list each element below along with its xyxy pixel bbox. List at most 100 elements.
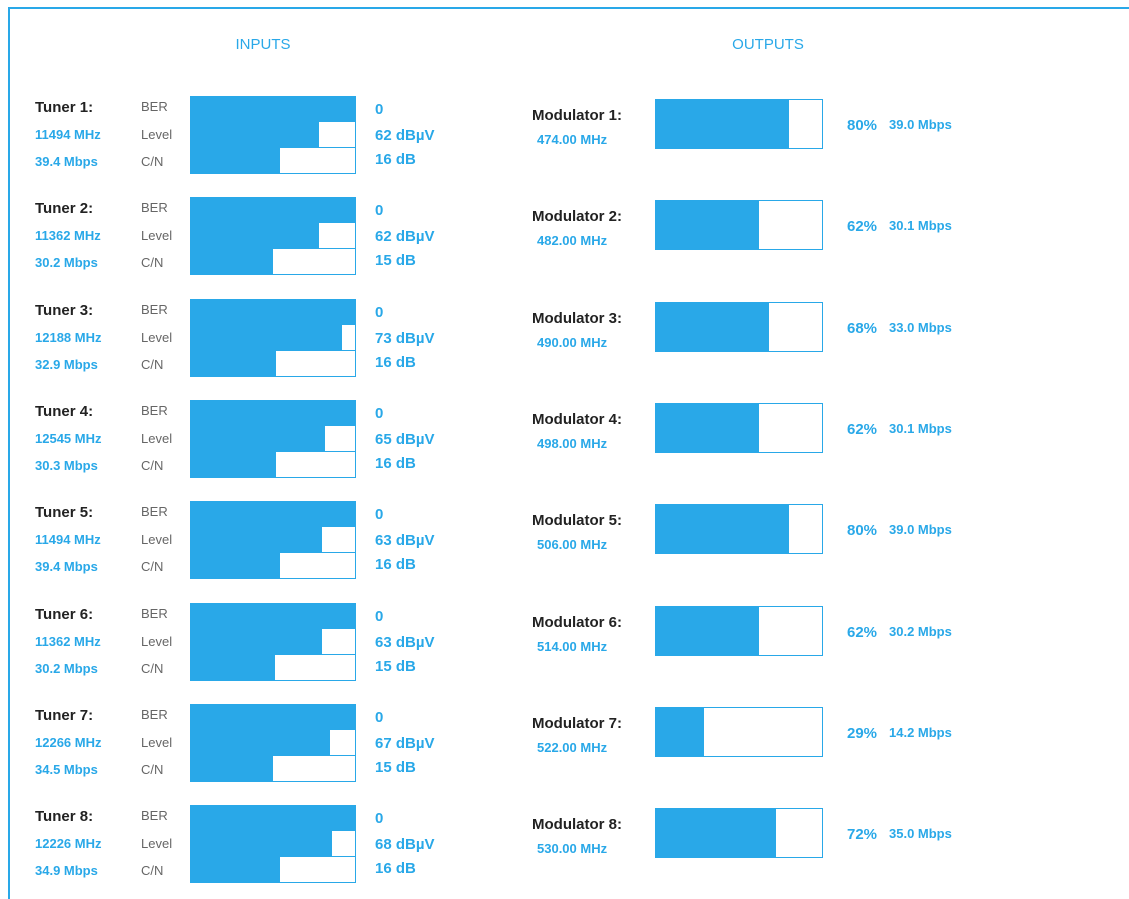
tuner-bitrate: 30.3 Mbps	[35, 457, 98, 473]
modulator-load-percent: 72%	[847, 826, 878, 844]
tuner-frequency: 11362 MHz	[35, 228, 101, 244]
modulator-name: Modulator 7:	[532, 714, 622, 732]
ber-meter	[190, 501, 356, 528]
modulator-frequency: 482.00 MHz	[537, 233, 608, 249]
cn-meter-fill	[191, 451, 277, 477]
modulator-name: Modulator 1:	[532, 107, 622, 124]
level-value: 63 dBµV	[375, 633, 435, 651]
modulator-bitrate: 39.0 Mbps	[889, 522, 952, 538]
modulator-row: Modulator 4: 498.00 MHz 62% 30.1 Mbps	[532, 402, 992, 453]
tuner-bitrate: 30.2 Mbps	[35, 660, 98, 676]
modulator-bitrate: 39.0 Mbps	[889, 117, 952, 132]
tuner-row: Tuner 7: 12266 MHz 34.5 Mbps BER Level C/N 0 67…	[35, 703, 495, 785]
modulator-load-bar	[655, 706, 823, 757]
cn-meter-fill	[191, 755, 273, 781]
modulator-frequency: 522.00 MHz	[537, 739, 608, 755]
tuner-bitrate: 34.5 Mbps	[35, 761, 98, 777]
modulator-frequency: 530.00 MHz	[537, 841, 608, 857]
tuner-row: Tuner 1: 11494 MHz 39.4 Mbps BER Level C/N 0 62…	[35, 96, 495, 177]
modulator-bitrate: 30.2 Mbps	[889, 623, 952, 639]
tuner-frequency: 11494 MHz	[35, 532, 101, 548]
modulator-load-bar	[655, 200, 823, 251]
tuner-name: Tuner 7:	[35, 706, 94, 724]
ber-value: 0	[375, 202, 384, 220]
modulator-load-percent: 62%	[847, 218, 878, 236]
tuner-row: Tuner 3: 12188 MHz 32.9 Mbps BER Level C/N 0 73…	[35, 298, 495, 380]
modulator-load-fill	[656, 809, 776, 858]
level-meter	[190, 324, 356, 351]
cn-meter	[190, 148, 356, 174]
ber-meter	[190, 298, 356, 325]
cn-value: 16 dB	[375, 353, 416, 371]
tuner-row: Tuner 2: 11362 MHz 30.2 Mbps BER Level C/N 0 62…	[35, 197, 495, 278]
level-label: Level	[141, 734, 173, 750]
cn-meter-fill	[191, 857, 280, 883]
level-meter	[190, 223, 356, 250]
level-label: Level	[141, 127, 173, 142]
modulator-frequency: 506.00 MHz	[537, 537, 608, 553]
ber-value: 0	[375, 607, 384, 625]
ber-value: 0	[375, 303, 384, 321]
modulator-load-fill	[656, 606, 759, 655]
tuner-name: Tuner 3:	[35, 301, 94, 319]
level-meter-fill	[191, 425, 326, 451]
cn-value: 15 dB	[375, 252, 416, 270]
ber-meter	[190, 399, 356, 426]
cn-meter	[190, 553, 356, 580]
ber-label: BER	[141, 301, 168, 317]
modulator-load-bar	[655, 402, 823, 453]
ber-value: 0	[375, 810, 384, 828]
level-value: 68 dBµV	[375, 836, 435, 854]
tuner-name: Tuner 6:	[35, 605, 94, 623]
modulator-load-percent: 62%	[847, 420, 878, 438]
ber-label: BER	[141, 706, 168, 722]
modulator-load-bar	[655, 605, 823, 656]
modulator-load-fill	[656, 201, 759, 250]
modulator-frequency: 498.00 MHz	[537, 435, 608, 451]
level-label: Level	[141, 430, 173, 446]
level-label: Level	[141, 329, 173, 345]
level-value: 67 dBµV	[375, 734, 435, 752]
ber-meter	[190, 197, 356, 224]
modulator-load-fill	[656, 505, 789, 554]
cn-value: 16 dB	[375, 860, 416, 878]
level-meter-fill	[191, 729, 331, 755]
cn-meter	[190, 451, 356, 478]
cn-label: C/N	[141, 457, 164, 473]
modulator-load-percent: 80%	[847, 522, 878, 540]
cn-meter-fill	[191, 350, 277, 376]
cn-value: 16 dB	[375, 556, 416, 574]
ber-label: BER	[141, 605, 168, 621]
tuner-name: Tuner 8:	[35, 808, 94, 826]
ber-label: BER	[141, 402, 168, 418]
modulator-load-bar	[655, 504, 823, 555]
level-meter	[190, 729, 356, 756]
modulator-load-percent: 29%	[847, 724, 878, 742]
tuner-frequency: 11362 MHz	[35, 633, 101, 649]
level-label: Level	[141, 836, 173, 852]
tuner-frequency: 12226 MHz	[35, 836, 102, 852]
ber-value: 0	[375, 404, 384, 422]
modulator-row: Modulator 6: 514.00 MHz 62% 30.2 Mbps	[532, 605, 992, 656]
tuner-bitrate: 34.9 Mbps	[35, 863, 98, 879]
cn-label: C/N	[141, 761, 164, 777]
tuner-name: Tuner 4:	[35, 402, 94, 420]
level-meter	[190, 831, 356, 858]
level-meter	[190, 527, 356, 554]
cn-meter	[190, 857, 356, 884]
cn-value: 15 dB	[375, 758, 416, 776]
modulator-row: Modulator 3: 490.00 MHz 68% 33.0 Mbps	[532, 301, 992, 352]
ber-label: BER	[141, 504, 168, 520]
modulator-name: Modulator 6:	[532, 613, 622, 631]
level-meter	[190, 425, 356, 452]
modulator-load-fill	[656, 403, 759, 452]
cn-meter	[190, 249, 356, 276]
modulator-load-bar	[655, 301, 823, 352]
tuner-row: Tuner 4: 12545 MHz 30.3 Mbps BER Level C/N 0 65…	[35, 399, 495, 481]
modulator-name: Modulator 2:	[532, 208, 622, 226]
modulator-load-fill	[656, 707, 705, 756]
modulator-name: Modulator 3:	[532, 309, 622, 327]
cn-label: C/N	[141, 255, 164, 271]
modulator-row: Modulator 8: 530.00 MHz 72% 35.0 Mbps	[532, 808, 992, 859]
tuner-bitrate: 30.2 Mbps	[35, 255, 98, 271]
